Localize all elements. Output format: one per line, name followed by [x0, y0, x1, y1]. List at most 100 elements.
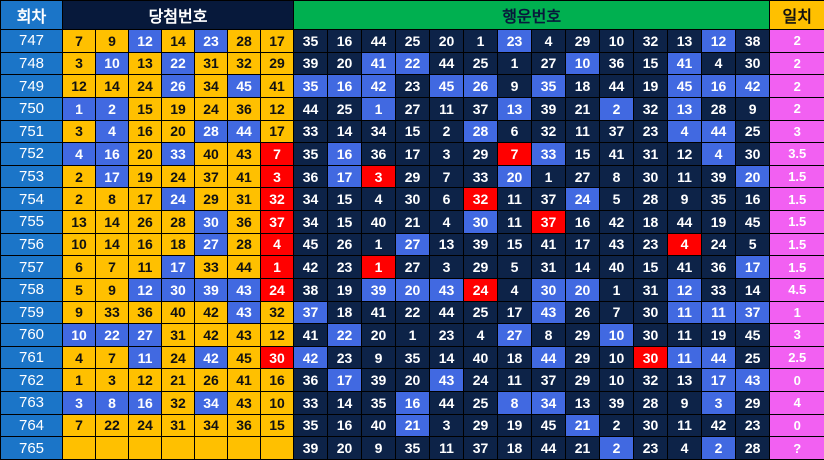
lucky-number-cell[interactable]: 2 [599, 96, 635, 121]
lucky-number-cell[interactable]: 26 [565, 300, 601, 325]
lucky-number-cell[interactable]: 11 [497, 368, 533, 392]
winning-number-cell[interactable]: 3 [62, 51, 96, 76]
winning-number-cell[interactable]: 17 [95, 164, 129, 189]
match-count-cell[interactable]: ? [769, 436, 824, 460]
lucky-number-cell[interactable]: 3 [429, 255, 465, 279]
lucky-number-cell[interactable]: 12 [667, 142, 703, 166]
lucky-number-cell[interactable]: 16 [565, 210, 601, 234]
match-count-cell[interactable]: 4 [769, 391, 824, 415]
lucky-number-cell[interactable]: 23 [395, 74, 431, 98]
winning-number-cell[interactable]: 8 [95, 391, 129, 415]
winning-number-cell[interactable]: 43 [227, 391, 261, 415]
lucky-number-cell[interactable]: 15 [497, 232, 533, 257]
lucky-number-cell[interactable]: 12 [667, 277, 703, 302]
winning-number-cell[interactable]: 12 [259, 96, 295, 121]
winning-number-cell[interactable]: 10 [62, 232, 96, 257]
winning-number-cell[interactable]: 12 [128, 368, 162, 392]
match-count-cell[interactable]: 2 [769, 74, 824, 98]
lucky-number-cell[interactable]: 18 [497, 436, 533, 460]
lucky-number-cell[interactable]: 10 [599, 323, 635, 347]
winning-number-cell[interactable]: 24 [161, 345, 195, 370]
lucky-number-cell[interactable]: 37 [531, 187, 567, 211]
round-cell[interactable]: 749 [0, 74, 63, 98]
lucky-number-cell[interactable]: 14 [327, 119, 363, 144]
lucky-number-cell[interactable]: 11 [429, 436, 465, 460]
lucky-number-cell[interactable]: 35 [293, 413, 329, 438]
winning-number-cell[interactable]: 43 [227, 142, 261, 166]
lucky-number-cell[interactable]: 17 [565, 232, 601, 257]
lucky-number-cell[interactable]: 30 [531, 277, 567, 302]
lucky-number-cell[interactable]: 15 [395, 119, 431, 144]
winning-number-cell[interactable] [95, 436, 129, 460]
winning-number-cell[interactable]: 17 [259, 29, 295, 53]
winning-number-cell[interactable]: 36 [227, 96, 261, 121]
lucky-number-cell[interactable]: 45 [735, 210, 771, 234]
winning-number-cell[interactable]: 19 [161, 96, 195, 121]
winning-number-cell[interactable]: 2 [62, 187, 96, 211]
lucky-number-cell[interactable]: 30 [633, 323, 669, 347]
match-count-cell[interactable]: 1.5 [769, 164, 824, 189]
lucky-number-cell[interactable]: 30 [395, 187, 431, 211]
lucky-number-cell[interactable]: 44 [531, 436, 567, 460]
lucky-number-cell[interactable]: 20 [395, 368, 431, 392]
lucky-number-cell[interactable]: 21 [395, 210, 431, 234]
lucky-number-cell[interactable]: 22 [327, 323, 363, 347]
winning-number-cell[interactable]: 3 [259, 164, 295, 189]
lucky-number-cell[interactable]: 8 [497, 391, 533, 415]
winning-number-cell[interactable]: 33 [161, 142, 195, 166]
lucky-number-cell[interactable]: 42 [599, 210, 635, 234]
winning-number-cell[interactable]: 24 [128, 74, 162, 98]
round-cell[interactable]: 758 [0, 277, 63, 302]
lucky-number-cell[interactable]: 37 [599, 119, 635, 144]
lucky-number-cell[interactable]: 19 [327, 277, 363, 302]
lucky-number-cell[interactable]: 35 [395, 436, 431, 460]
winning-number-cell[interactable]: 12 [62, 74, 96, 98]
winning-number-cell[interactable]: 31 [161, 323, 195, 347]
lucky-number-cell[interactable]: 7 [497, 142, 533, 166]
lucky-number-cell[interactable]: 30 [633, 413, 669, 438]
lucky-number-cell[interactable]: 30 [735, 142, 771, 166]
lucky-number-cell[interactable]: 11 [667, 300, 703, 325]
lucky-number-cell[interactable]: 3 [429, 142, 465, 166]
lucky-number-cell[interactable]: 1 [531, 164, 567, 189]
round-cell[interactable]: 752 [0, 142, 63, 166]
lucky-number-cell[interactable]: 42 [735, 74, 771, 98]
lucky-number-cell[interactable]: 7 [599, 300, 635, 325]
lucky-number-cell[interactable]: 18 [565, 74, 601, 98]
winning-number-cell[interactable]: 17 [161, 255, 195, 279]
lucky-number-cell[interactable]: 44 [701, 119, 737, 144]
lucky-number-cell[interactable]: 40 [361, 210, 397, 234]
winning-number-cell[interactable]: 21 [161, 368, 195, 392]
lucky-number-cell[interactable]: 5 [497, 255, 533, 279]
lucky-number-cell[interactable]: 44 [429, 300, 465, 325]
lucky-number-cell[interactable]: 26 [327, 232, 363, 257]
lucky-number-cell[interactable]: 41 [667, 255, 703, 279]
lucky-number-cell[interactable]: 37 [531, 368, 567, 392]
lucky-number-cell[interactable]: 23 [633, 436, 669, 460]
winning-number-cell[interactable]: 42 [194, 323, 228, 347]
lucky-number-cell[interactable]: 36 [701, 255, 737, 279]
lucky-number-cell[interactable]: 39 [701, 164, 737, 189]
winning-number-cell[interactable]: 5 [62, 277, 96, 302]
match-count-cell[interactable]: 0 [769, 413, 824, 438]
lucky-number-cell[interactable]: 17 [735, 255, 771, 279]
lucky-number-cell[interactable]: 32 [633, 29, 669, 53]
lucky-number-cell[interactable]: 28 [633, 187, 669, 211]
lucky-number-cell[interactable]: 4 [429, 210, 465, 234]
lucky-number-cell[interactable]: 1 [599, 277, 635, 302]
lucky-number-cell[interactable]: 3 [701, 391, 737, 415]
lucky-number-cell[interactable]: 13 [429, 232, 465, 257]
lucky-number-cell[interactable]: 44 [701, 345, 737, 370]
lucky-number-cell[interactable]: 20 [735, 164, 771, 189]
winning-number-cell[interactable]: 43 [227, 323, 261, 347]
winning-number-cell[interactable] [194, 436, 228, 460]
lucky-number-cell[interactable]: 23 [497, 29, 533, 53]
match-count-cell[interactable]: 1.5 [769, 255, 824, 279]
lucky-number-cell[interactable]: 25 [463, 391, 499, 415]
lucky-number-cell[interactable]: 17 [327, 164, 363, 189]
lucky-number-cell[interactable]: 16 [327, 413, 363, 438]
lucky-number-cell[interactable]: 36 [361, 142, 397, 166]
round-cell[interactable]: 755 [0, 210, 63, 234]
winning-number-cell[interactable]: 37 [194, 164, 228, 189]
winning-number-cell[interactable]: 1 [62, 368, 96, 392]
